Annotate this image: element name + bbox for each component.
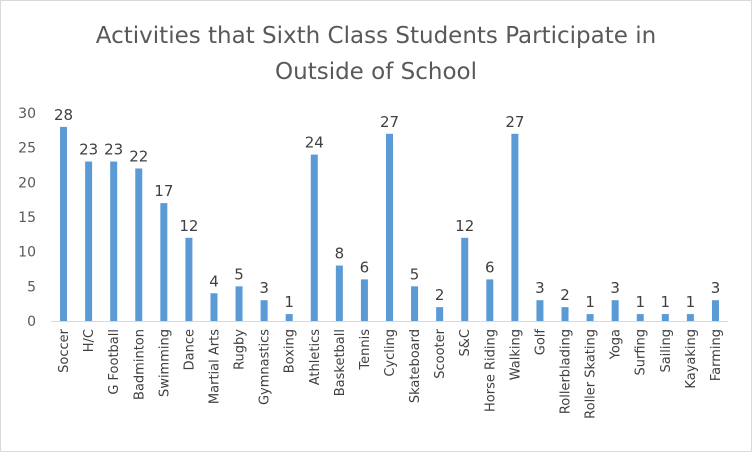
- data-label: 6: [360, 258, 370, 276]
- bar: [210, 293, 218, 321]
- data-label: 4: [209, 272, 219, 290]
- data-label: 17: [154, 182, 173, 200]
- chart-title-line-2: Outside of School: [275, 59, 477, 85]
- category-label: Boxing: [283, 329, 298, 373]
- chart-title-line-1: Activities that Sixth Class Students Par…: [95, 23, 657, 49]
- bars: [60, 126, 719, 321]
- category-label: Farming: [709, 329, 724, 381]
- data-label: 12: [179, 217, 198, 235]
- category-label: Soccer: [57, 328, 72, 372]
- bar: [185, 237, 193, 321]
- data-label: 3: [711, 279, 721, 297]
- data-label: 8: [335, 245, 345, 263]
- data-label: 24: [305, 134, 324, 152]
- data-label: 3: [259, 279, 269, 297]
- bar: [160, 203, 168, 321]
- data-label: 3: [610, 279, 620, 297]
- data-label: 6: [485, 258, 495, 276]
- chart-title: Activities that Sixth Class Students Par…: [0, 18, 752, 90]
- data-label: 27: [380, 113, 399, 131]
- data-label: 1: [686, 293, 696, 311]
- data-label: 12: [455, 217, 474, 235]
- data-label: 23: [79, 141, 98, 159]
- category-label: H/C: [82, 329, 97, 352]
- bar: [711, 300, 719, 321]
- category-label: Gymnastics: [258, 329, 273, 405]
- bar: [235, 286, 243, 321]
- data-label: 3: [535, 279, 545, 297]
- bar: [586, 314, 594, 321]
- bar: [85, 161, 93, 321]
- data-label: 5: [234, 265, 244, 283]
- category-label: Yoga: [609, 329, 624, 360]
- y-tick-label: 20: [18, 175, 36, 191]
- data-label: 1: [635, 293, 645, 311]
- bar: [335, 265, 343, 321]
- y-tick-label: 30: [18, 106, 36, 122]
- bar: [60, 126, 68, 321]
- data-label: 1: [661, 293, 671, 311]
- category-label: Martial Arts: [207, 329, 222, 404]
- bar: [110, 161, 118, 321]
- bar: [310, 154, 318, 321]
- category-label: Rollerblading: [559, 329, 574, 414]
- category-label: Cycling: [383, 329, 398, 377]
- data-label: 2: [435, 286, 445, 304]
- bar: [285, 314, 293, 321]
- y-tick-label: 10: [18, 245, 36, 261]
- category-label: Swimming: [157, 329, 172, 397]
- y-tick-label: 0: [27, 314, 36, 330]
- category-label: Horse Riding: [483, 329, 498, 412]
- category-label: Badminton: [132, 329, 147, 400]
- bar: [386, 133, 393, 321]
- y-tick-label: 5: [27, 279, 36, 295]
- category-label: G Football: [107, 329, 122, 395]
- data-label: 2: [560, 286, 570, 304]
- bar: [360, 279, 368, 321]
- category-label: Basketball: [333, 329, 348, 396]
- y-tick-label: 25: [18, 141, 36, 157]
- bar: [561, 307, 569, 321]
- category-label: Sailing: [659, 329, 674, 373]
- bar: [686, 314, 694, 321]
- category-label: Athletics: [308, 329, 323, 385]
- y-axis-ticks: 0 5 10 15 20 25 30: [18, 106, 36, 330]
- bar: [260, 300, 268, 321]
- category-label: S&C: [458, 329, 473, 356]
- category-label: Roller Skating: [584, 329, 599, 419]
- bar: [486, 279, 494, 321]
- category-label: Rugby: [233, 329, 248, 370]
- data-label: 22: [129, 147, 148, 165]
- category-label: Walking: [508, 329, 523, 380]
- x-axis-labels: Soccer H/C G Football Badminton Swimming Danc…: [57, 328, 724, 418]
- bar: [135, 168, 143, 321]
- bar: [436, 307, 444, 321]
- bar: [636, 314, 644, 321]
- category-label: Surfing: [634, 329, 649, 376]
- category-label: Golf: [533, 329, 548, 356]
- category-label: Dance: [182, 329, 197, 370]
- category-label: Skateboard: [408, 329, 423, 403]
- data-label: 27: [505, 113, 524, 131]
- data-label: 28: [54, 106, 73, 124]
- bar: [611, 300, 619, 321]
- data-label: 1: [284, 293, 294, 311]
- bar: [411, 286, 419, 321]
- y-tick-label: 15: [18, 210, 36, 226]
- category-label: Scooter: [433, 328, 448, 378]
- category-label: Kayaking: [684, 329, 699, 389]
- data-label: 5: [410, 265, 420, 283]
- bar: [511, 133, 519, 321]
- bar: [536, 300, 544, 321]
- data-label: 23: [104, 141, 123, 159]
- data-label: 1: [585, 293, 595, 311]
- bar: [461, 237, 469, 321]
- category-label: Tennis: [358, 329, 373, 371]
- bar: [661, 314, 669, 321]
